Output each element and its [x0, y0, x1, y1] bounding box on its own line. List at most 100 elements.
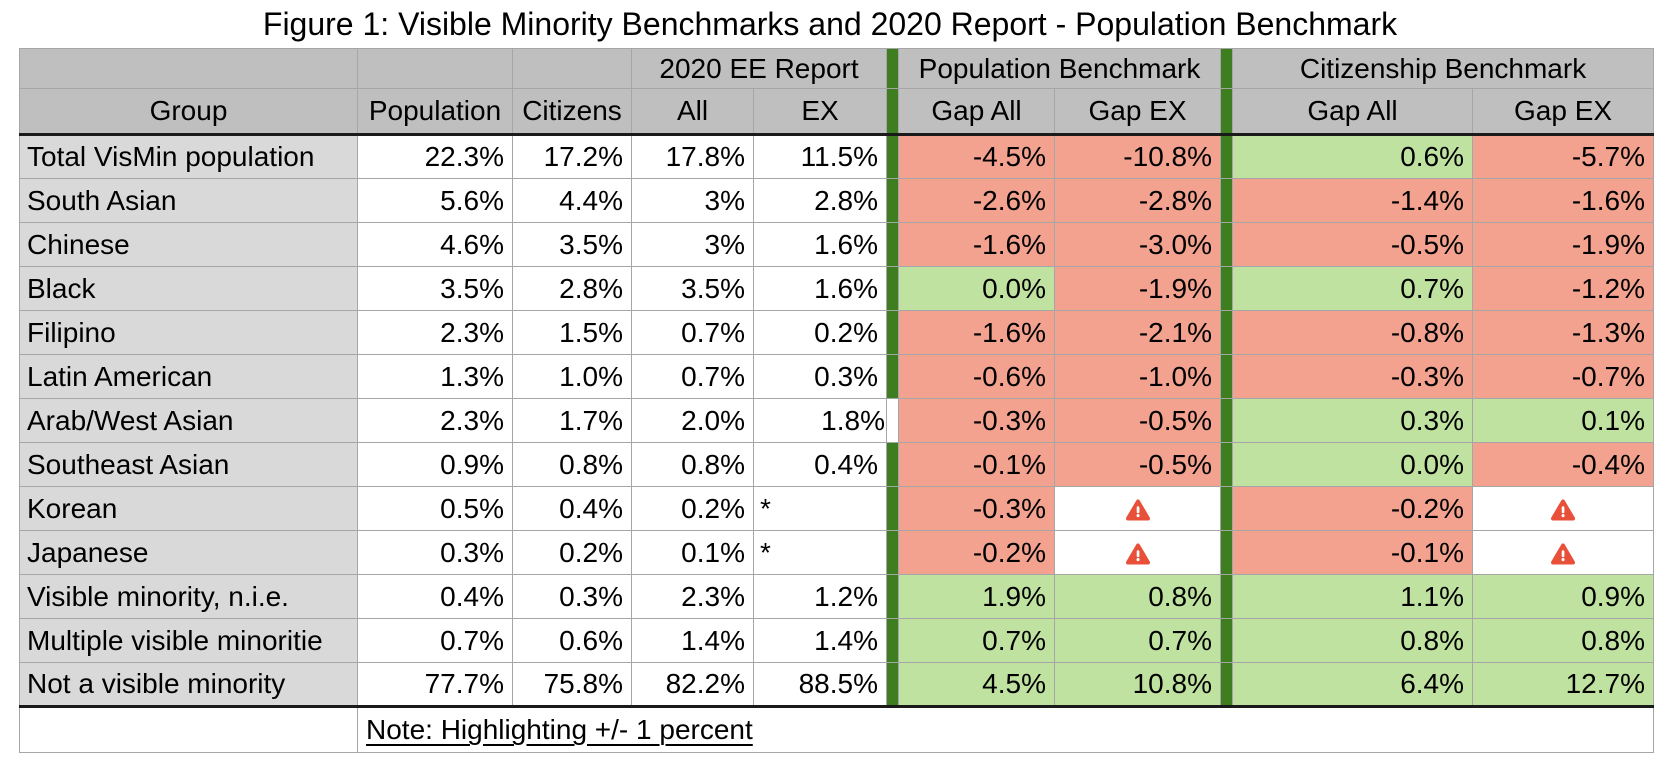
- group-cell: Japanese: [19, 530, 358, 575]
- population-cell: 0.7%: [357, 618, 513, 663]
- group-cell: Southeast Asian: [19, 442, 358, 487]
- all-cell: 3%: [631, 222, 754, 267]
- pb-gap-all-cell: 1.9%: [898, 574, 1055, 619]
- divider-bar: [886, 486, 899, 531]
- pb-gap-all-cell: -0.3%: [898, 398, 1055, 443]
- cb-gap-ex-cell: 0.1%: [1472, 398, 1655, 443]
- col-header-ex: EX: [753, 88, 887, 136]
- table-row: South Asian 5.6% 4.4% 3% 2.8% -2.6% -2.8…: [19, 178, 1655, 223]
- divider-bar: [1220, 398, 1234, 443]
- citizens-cell: 17.2%: [512, 134, 632, 179]
- group-cell: Latin American: [19, 354, 358, 399]
- population-cell: 0.9%: [357, 442, 513, 487]
- header-blank-citizens: [512, 48, 632, 89]
- pb-gap-ex-cell: [1053, 530, 1222, 575]
- pb-gap-ex-cell: [1053, 486, 1222, 531]
- col-header-pb-gap-all: Gap All: [898, 88, 1055, 136]
- ex-cell: 0.3%: [753, 354, 887, 399]
- divider-bar: [1220, 48, 1234, 89]
- warning-icon: [1125, 543, 1150, 565]
- note-cell: Note: Highlighting +/- 1 percent: [356, 706, 1655, 753]
- cb-gap-ex-cell: -1.6%: [1472, 178, 1655, 223]
- pb-gap-all-cell: -0.1%: [898, 442, 1055, 487]
- ex-cell: 88.5%: [753, 662, 887, 708]
- divider-bar: [886, 134, 899, 179]
- citizens-cell: 0.6%: [512, 618, 632, 663]
- col-header-cb-gap-all: Gap All: [1232, 88, 1474, 136]
- group-cell: Korean: [19, 486, 358, 531]
- ex-cell: 2.8%: [753, 178, 887, 223]
- note-text: Note: Highlighting +/- 1 percent: [366, 714, 753, 745]
- all-cell: 0.1%: [631, 530, 754, 575]
- cb-gap-all-cell: -0.8%: [1232, 310, 1474, 355]
- divider-bar: [886, 178, 899, 223]
- pb-gap-all-cell: -1.6%: [898, 222, 1055, 267]
- divider-bar: [886, 442, 899, 487]
- benchmark-table: 2020 EE Report Population Benchmark Citi…: [19, 48, 1655, 753]
- citizens-cell: 0.3%: [512, 574, 632, 619]
- citizens-cell: 0.4%: [512, 486, 632, 531]
- citizens-cell: 3.5%: [512, 222, 632, 267]
- cb-gap-all-cell: -1.4%: [1232, 178, 1474, 223]
- divider-bar: [886, 618, 899, 663]
- all-cell: 1.4%: [631, 618, 754, 663]
- divider-bar: [1220, 618, 1234, 663]
- all-cell: 0.7%: [631, 310, 754, 355]
- divider-bar: [886, 574, 899, 619]
- all-cell: 0.7%: [631, 354, 754, 399]
- ex-cell: 0.4%: [753, 442, 887, 487]
- population-cell: 0.5%: [357, 486, 513, 531]
- divider-bar: [886, 530, 899, 575]
- citizens-cell: 1.7%: [512, 398, 632, 443]
- figure-title: Figure 1: Visible Minority Benchmarks an…: [262, 6, 1398, 42]
- group-cell: Total VisMin population: [19, 134, 358, 179]
- all-cell: 17.8%: [631, 134, 754, 179]
- cb-gap-ex-cell: [1472, 486, 1655, 531]
- population-cell: 77.7%: [357, 662, 513, 708]
- table-row: Chinese 4.6% 3.5% 3% 1.6% -1.6% -3.0% -0…: [19, 222, 1655, 267]
- pb-gap-ex-cell: -1.9%: [1053, 266, 1222, 311]
- all-cell: 2.0%: [631, 398, 754, 443]
- divider-bar: [1220, 222, 1234, 267]
- col-header-citizens: Citizens: [512, 88, 632, 136]
- cb-gap-all-cell: 0.3%: [1232, 398, 1474, 443]
- cb-gap-ex-cell: -1.2%: [1472, 266, 1655, 311]
- header-citizenship-benchmark: Citizenship Benchmark: [1232, 48, 1655, 89]
- divider-bar: [1220, 178, 1234, 223]
- pb-gap-ex-cell: -0.5%: [1053, 398, 1222, 443]
- col-header-group: Group: [19, 88, 358, 136]
- pb-gap-all-cell: -0.2%: [898, 530, 1055, 575]
- header-ee-report: 2020 EE Report: [631, 48, 887, 89]
- header-row-columns: Group Population Citizens All EX Gap All…: [19, 88, 1655, 136]
- divider-bar: [1220, 662, 1234, 708]
- population-cell: 0.4%: [357, 574, 513, 619]
- header-row-groups: 2020 EE Report Population Benchmark Citi…: [19, 48, 1655, 89]
- pb-gap-ex-cell: -10.8%: [1053, 134, 1222, 179]
- pb-gap-ex-cell: -2.8%: [1053, 178, 1222, 223]
- divider-bar: [1220, 574, 1234, 619]
- cb-gap-ex-cell: 0.9%: [1472, 574, 1655, 619]
- cb-gap-all-cell: 0.6%: [1232, 134, 1474, 179]
- table-row: Visible minority, n.i.e. 0.4% 0.3% 2.3% …: [19, 574, 1655, 619]
- population-cell: 2.3%: [357, 310, 513, 355]
- citizens-cell: 4.4%: [512, 178, 632, 223]
- table-row: Japanese 0.3% 0.2% 0.1% * -0.2% -0.1%: [19, 530, 1655, 575]
- divider-bar: [1220, 88, 1234, 136]
- population-cell: 2.3%: [357, 398, 513, 443]
- divider-bar: [1220, 354, 1234, 399]
- ex-cell: 0.2%: [753, 310, 887, 355]
- ex-cell: 1.6%: [753, 266, 887, 311]
- ex-cell: 1.4%: [753, 618, 887, 663]
- citizens-cell: 1.5%: [512, 310, 632, 355]
- cb-gap-all-cell: -0.1%: [1232, 530, 1474, 575]
- all-cell: 82.2%: [631, 662, 754, 708]
- divider-bar: [886, 398, 899, 443]
- cb-gap-ex-cell: 0.8%: [1472, 618, 1655, 663]
- divider-bar: [886, 222, 899, 267]
- warning-icon: [1125, 499, 1150, 521]
- population-cell: 4.6%: [357, 222, 513, 267]
- cb-gap-all-cell: -0.5%: [1232, 222, 1474, 267]
- citizens-cell: 2.8%: [512, 266, 632, 311]
- cb-gap-ex-cell: -1.3%: [1472, 310, 1655, 355]
- note-blank-cell: [19, 706, 358, 753]
